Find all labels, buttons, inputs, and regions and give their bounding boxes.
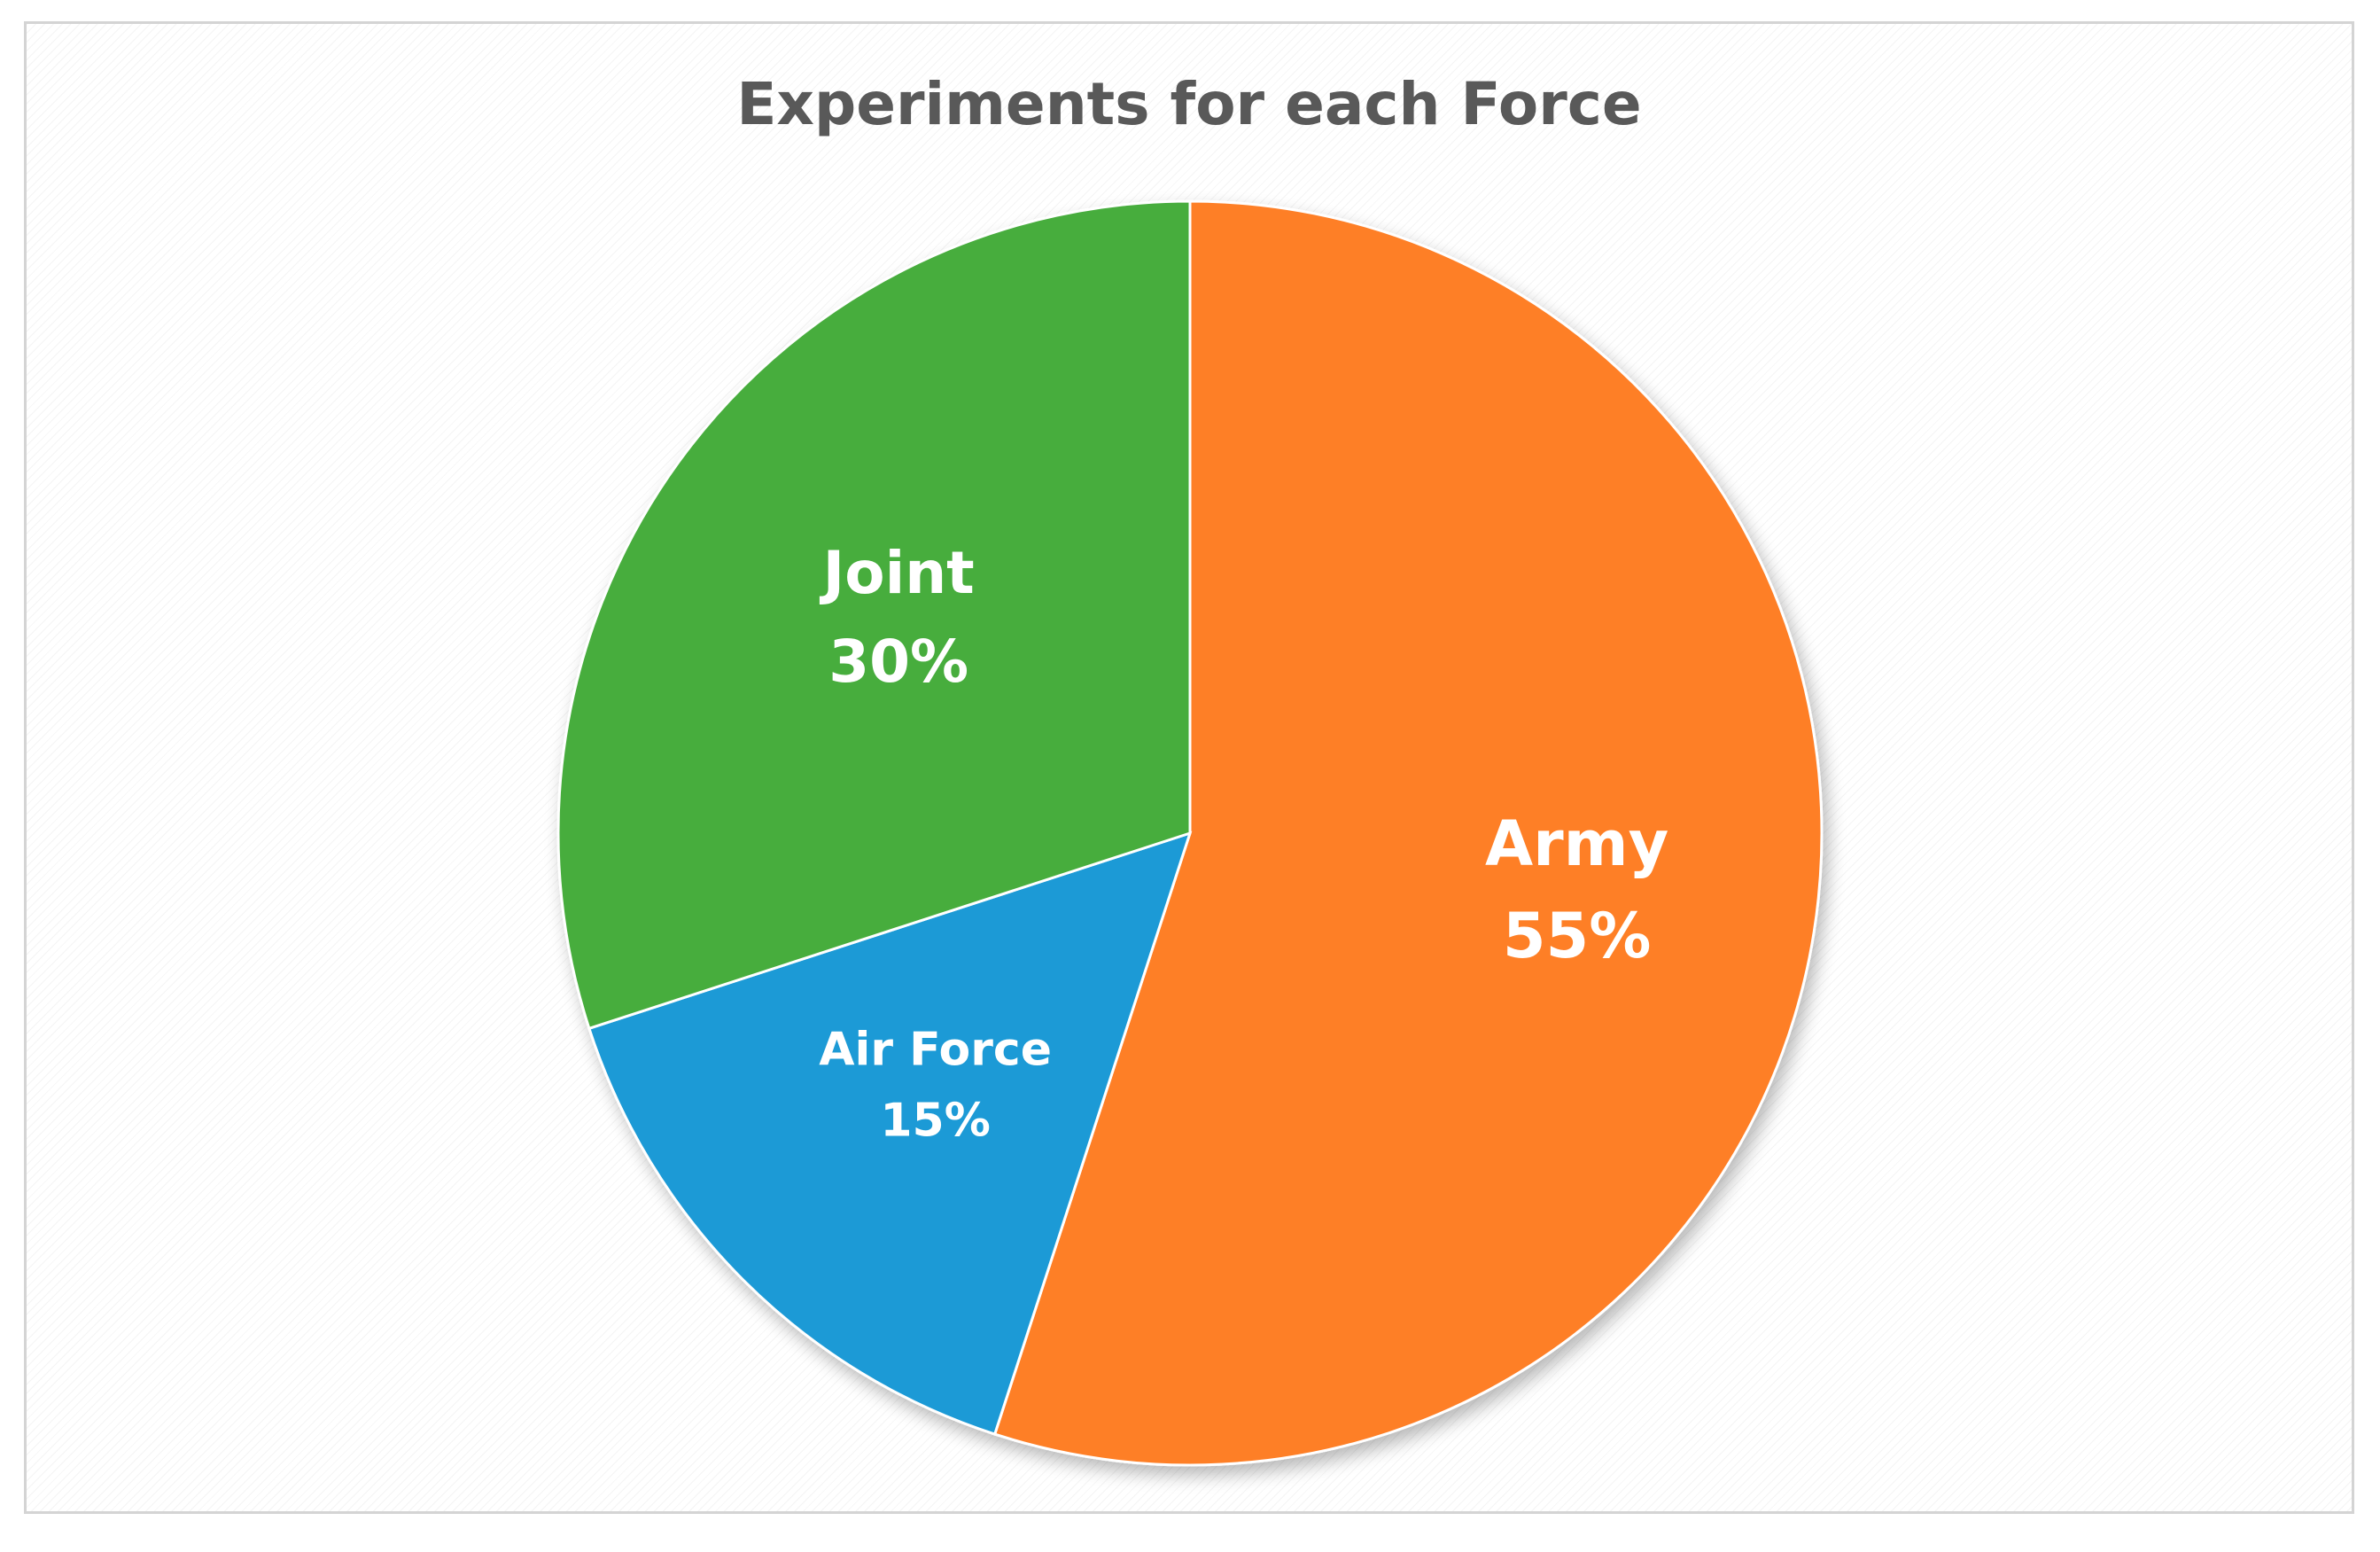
slice-value-joint: 30%: [828, 628, 968, 696]
pie-slice-air-force: [587, 831, 1193, 1436]
slice-value-army: 55%: [1503, 900, 1652, 972]
pie-slice-joint: [556, 199, 1192, 1031]
slice-label-army: Army: [1485, 807, 1668, 880]
slice-value-air-force: 15%: [880, 1094, 990, 1147]
pie-slice-army: [992, 199, 1824, 1467]
chart-title: Experiments for each Force: [736, 70, 1642, 138]
slice-label-joint: Joint: [820, 539, 975, 607]
slice-label-air-force: Air Force: [819, 1023, 1052, 1076]
